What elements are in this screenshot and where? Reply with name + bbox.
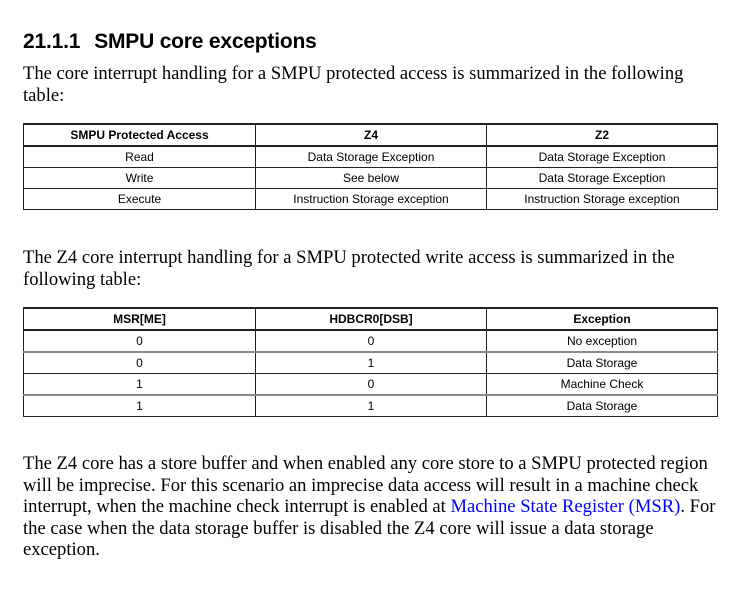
- table-row: Execute Instruction Storage exception In…: [23, 188, 718, 210]
- table-cell: 1: [23, 373, 256, 396]
- table-cell: 0: [255, 330, 487, 353]
- table-header-row: SMPU Protected Access Z4 Z2: [23, 123, 718, 147]
- table-cell: Data Storage Exception: [486, 167, 718, 189]
- table-cell: Write: [23, 167, 256, 189]
- column-header: MSR[ME]: [23, 307, 256, 331]
- msr-link[interactable]: Machine State Register (MSR): [450, 496, 681, 517]
- table-cell: See below: [255, 167, 487, 189]
- table-cell: Read: [23, 146, 256, 168]
- column-header: Exception: [486, 307, 718, 331]
- table-row: Read Data Storage Exception Data Storage…: [23, 146, 718, 168]
- table-cell: Instruction Storage exception: [255, 188, 487, 210]
- table-cell: 0: [23, 330, 256, 353]
- table-cell: Data Storage: [486, 352, 718, 374]
- table-cell: No exception: [486, 330, 718, 353]
- table-cell: Machine Check: [486, 373, 718, 396]
- table-cell: Execute: [23, 188, 256, 210]
- paragraph-text: . For the case when the data storage buf…: [23, 496, 716, 560]
- paragraph-text: The Z4 core has a store buffer and when …: [23, 453, 708, 517]
- table-row: 1 1 Data Storage: [23, 395, 718, 417]
- table-row: 1 0 Machine Check: [23, 373, 718, 396]
- table-row: Write See below Data Storage Exception: [23, 167, 718, 189]
- table-cell: Data Storage: [486, 395, 718, 417]
- table-cell: 1: [255, 352, 487, 374]
- column-header: Z2: [486, 123, 718, 147]
- section-number: 21.1.1: [23, 30, 81, 53]
- table-header-row: MSR[ME] HDBCR0[DSB] Exception: [23, 307, 718, 331]
- table-cell: 0: [255, 373, 487, 396]
- table-cell: Instruction Storage exception: [486, 188, 718, 210]
- table-cell: 0: [23, 352, 256, 374]
- table-cell: 1: [255, 395, 487, 417]
- write-access-paragraph: The Z4 core interrupt handling for a SMP…: [23, 247, 675, 290]
- store-buffer-paragraph: The Z4 core has a store buffer and when …: [23, 453, 723, 561]
- table-cell: Data Storage Exception: [486, 146, 718, 168]
- section-title: SMPU core exceptions: [94, 30, 317, 53]
- table-cell: Data Storage Exception: [255, 146, 487, 168]
- column-header: SMPU Protected Access: [23, 123, 256, 147]
- table-cell: 1: [23, 395, 256, 417]
- column-header: Z4: [255, 123, 487, 147]
- core-exceptions-table: SMPU Protected Access Z4 Z2 Read Data St…: [23, 123, 718, 210]
- table-row: 0 1 Data Storage: [23, 352, 718, 374]
- section-heading: 21.1.1 SMPU core exceptions: [23, 30, 317, 54]
- intro-paragraph: The core interrupt handling for a SMPU p…: [23, 63, 684, 106]
- z4-write-access-table: MSR[ME] HDBCR0[DSB] Exception 0 0 No exc…: [23, 307, 718, 417]
- table-row: 0 0 No exception: [23, 330, 718, 353]
- column-header: HDBCR0[DSB]: [255, 307, 487, 331]
